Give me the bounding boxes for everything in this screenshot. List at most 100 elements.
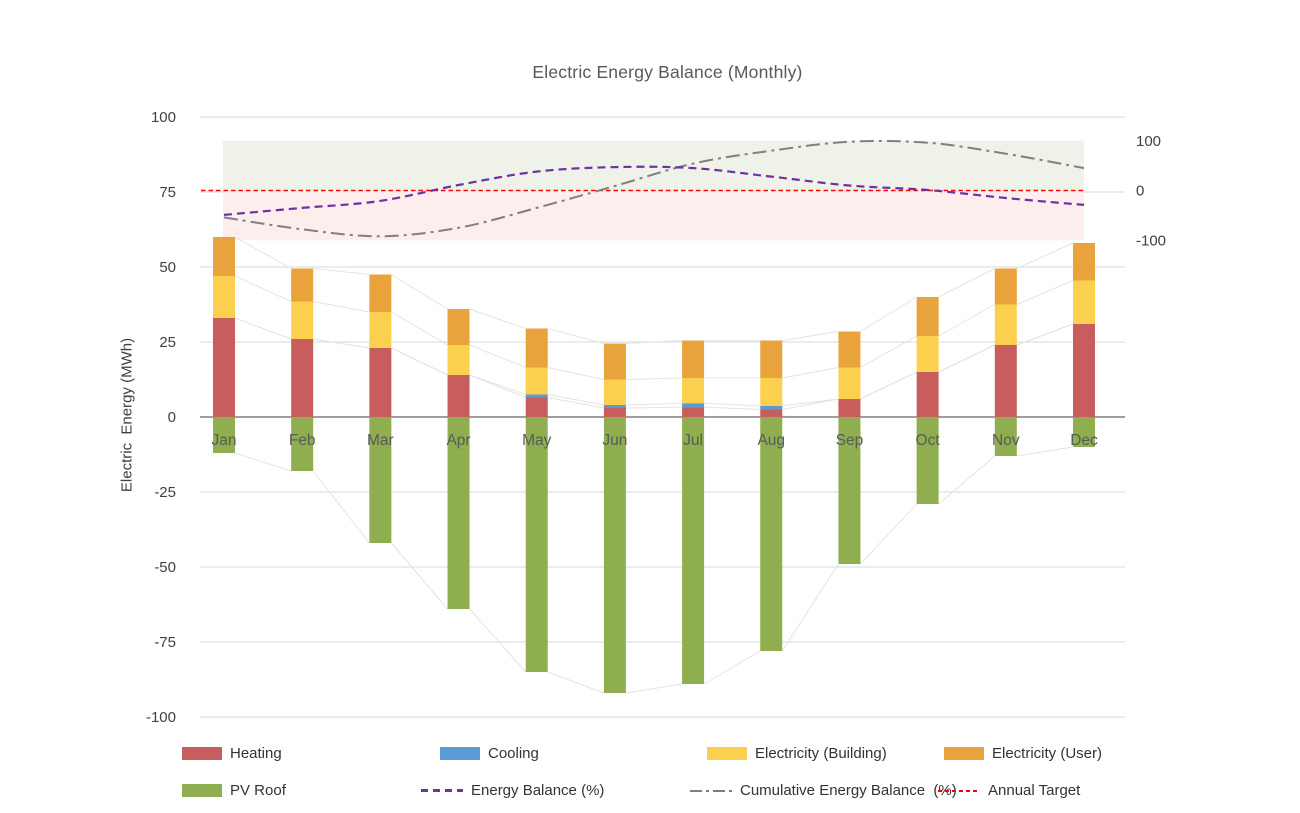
series-connector-line (938, 304, 996, 337)
legend-swatch-electricity-building (707, 747, 747, 760)
bar-electricity-building-mar (369, 312, 392, 348)
energy-balance-chart: 100 75 50 25 0 -25 -50 -75 -100 100 0 -100 Jan Feb Mar… (146, 109, 1166, 726)
bar-electricity-user-aug (760, 340, 783, 378)
series-connector-line (469, 374, 526, 395)
x-tick-label-dec: Dec (1070, 432, 1098, 449)
bar-electricity-building-apr (447, 345, 470, 375)
legend-label-energy-balance: Energy Balance (%) (471, 782, 605, 799)
bar-heating-feb (291, 339, 314, 417)
y-tick-label: -75 (154, 634, 176, 651)
legend-swatch-annual-target (938, 789, 980, 792)
bar-electricity-user-jan (213, 237, 235, 276)
x-tick-label-jan: Jan (212, 432, 237, 449)
y2-tick-label: 0 (1136, 183, 1144, 200)
series-connector-line (547, 394, 604, 406)
bar-electricity-user-jun (603, 343, 626, 380)
bar-electricity-user-oct (916, 297, 939, 336)
series-connector-line (391, 274, 448, 310)
series-connector-line (234, 317, 292, 340)
x-tick-label-may: May (522, 432, 552, 449)
legend-swatch-electricity-user (944, 747, 984, 760)
legend-label-electricity-user: Electricity (User) (992, 745, 1103, 762)
legend-swatch-cooling (440, 747, 480, 760)
series-connector-line (938, 268, 996, 298)
bar-electricity-building-jul (682, 378, 705, 404)
bar-pv-roof-jun (603, 417, 626, 693)
series-connector-line (625, 340, 683, 344)
bar-heating-apr (447, 375, 470, 417)
series-connector-line (313, 301, 370, 313)
bar-electricity-user-apr (447, 309, 470, 345)
legend-swatch-energy-balance (421, 789, 463, 792)
legend-label-heating: Heating (230, 745, 282, 762)
legend-item-electricity-user: Electricity (User) (944, 745, 1102, 762)
x-tick-label-jul: Jul (683, 432, 703, 449)
legend-swatch-pv-roof (182, 784, 222, 797)
series-connector-line (313, 338, 370, 349)
series-connector-line (391, 347, 448, 376)
bar-electricity-building-jun (603, 379, 626, 405)
bar-electricity-user-feb (291, 268, 314, 302)
x-tick-label-aug: Aug (757, 432, 785, 449)
y2-tick-label: 100 (1136, 133, 1161, 150)
legend-item-heating: Heating (182, 745, 282, 762)
series-connector-line (469, 344, 526, 368)
series-connector-line (781, 563, 839, 652)
target-band-above (223, 140, 1084, 191)
bar-pv-roof-jul (682, 417, 705, 684)
series-connector-line (1016, 323, 1074, 346)
y-tick-label: 50 (159, 259, 176, 276)
x-tick-label-nov: Nov (992, 432, 1020, 449)
bar-electricity-building-may (525, 367, 548, 395)
legend-swatch-cumulative-energy-balance (690, 789, 732, 792)
bar-electricity-building-oct (916, 336, 939, 372)
series-connector-line (1016, 280, 1074, 305)
series-connector-line (469, 308, 526, 329)
y-tick-label: -100 (146, 709, 176, 726)
bar-heating-dec (1072, 324, 1095, 417)
bar-pv-roof-dec (1072, 417, 1095, 447)
series-connector-line (234, 452, 292, 472)
series-connector-line (234, 236, 292, 269)
series-connector-line (390, 542, 448, 610)
series-connector-line (391, 311, 448, 346)
y-axis-title: Electric Energy (MWh) (118, 337, 136, 493)
series-connector-line (1016, 242, 1074, 269)
series-connector-line (782, 398, 839, 410)
bar-heating-may (525, 397, 548, 417)
x-tick-label-oct: Oct (916, 432, 941, 449)
series-connector-line (938, 455, 996, 505)
series-connector-line (860, 503, 917, 565)
y-tick-label: -50 (154, 559, 176, 576)
bar-heating-oct (916, 372, 939, 417)
y-tick-label: 100 (151, 109, 176, 126)
series-connector-line (782, 367, 839, 379)
bar-electricity-building-jan (213, 276, 235, 318)
series-connector-line (782, 398, 839, 407)
series-connector-line (703, 650, 761, 685)
bar-pv-roof-sep (838, 417, 861, 564)
series-connector-line (625, 402, 683, 406)
bar-electricity-user-dec (1072, 243, 1095, 281)
bar-heating-jan (213, 318, 235, 417)
series-connector-line (313, 268, 370, 275)
series-connector-line (860, 296, 917, 332)
x-tick-label-feb: Feb (289, 432, 316, 449)
bar-electricity-user-sep (838, 331, 861, 368)
bar-cooling-jun (603, 405, 626, 408)
bar-electricity-building-aug (760, 378, 783, 406)
series-connector-line (782, 331, 839, 341)
bar-heating-mar (369, 348, 392, 417)
bar-electricity-building-sep (838, 367, 861, 399)
y-tick-label: 25 (159, 334, 176, 351)
series-connector-line (234, 275, 292, 302)
legend-item-pv-roof: PV Roof (182, 782, 286, 799)
series-connector-line (625, 377, 683, 380)
series-connector-line (469, 608, 527, 673)
bar-electricity-user-may (525, 328, 548, 368)
bar-heating-nov (994, 345, 1017, 417)
series-connector-line (860, 371, 917, 400)
y-tick-label: 0 (168, 409, 176, 426)
bar-electricity-building-feb (291, 301, 314, 339)
